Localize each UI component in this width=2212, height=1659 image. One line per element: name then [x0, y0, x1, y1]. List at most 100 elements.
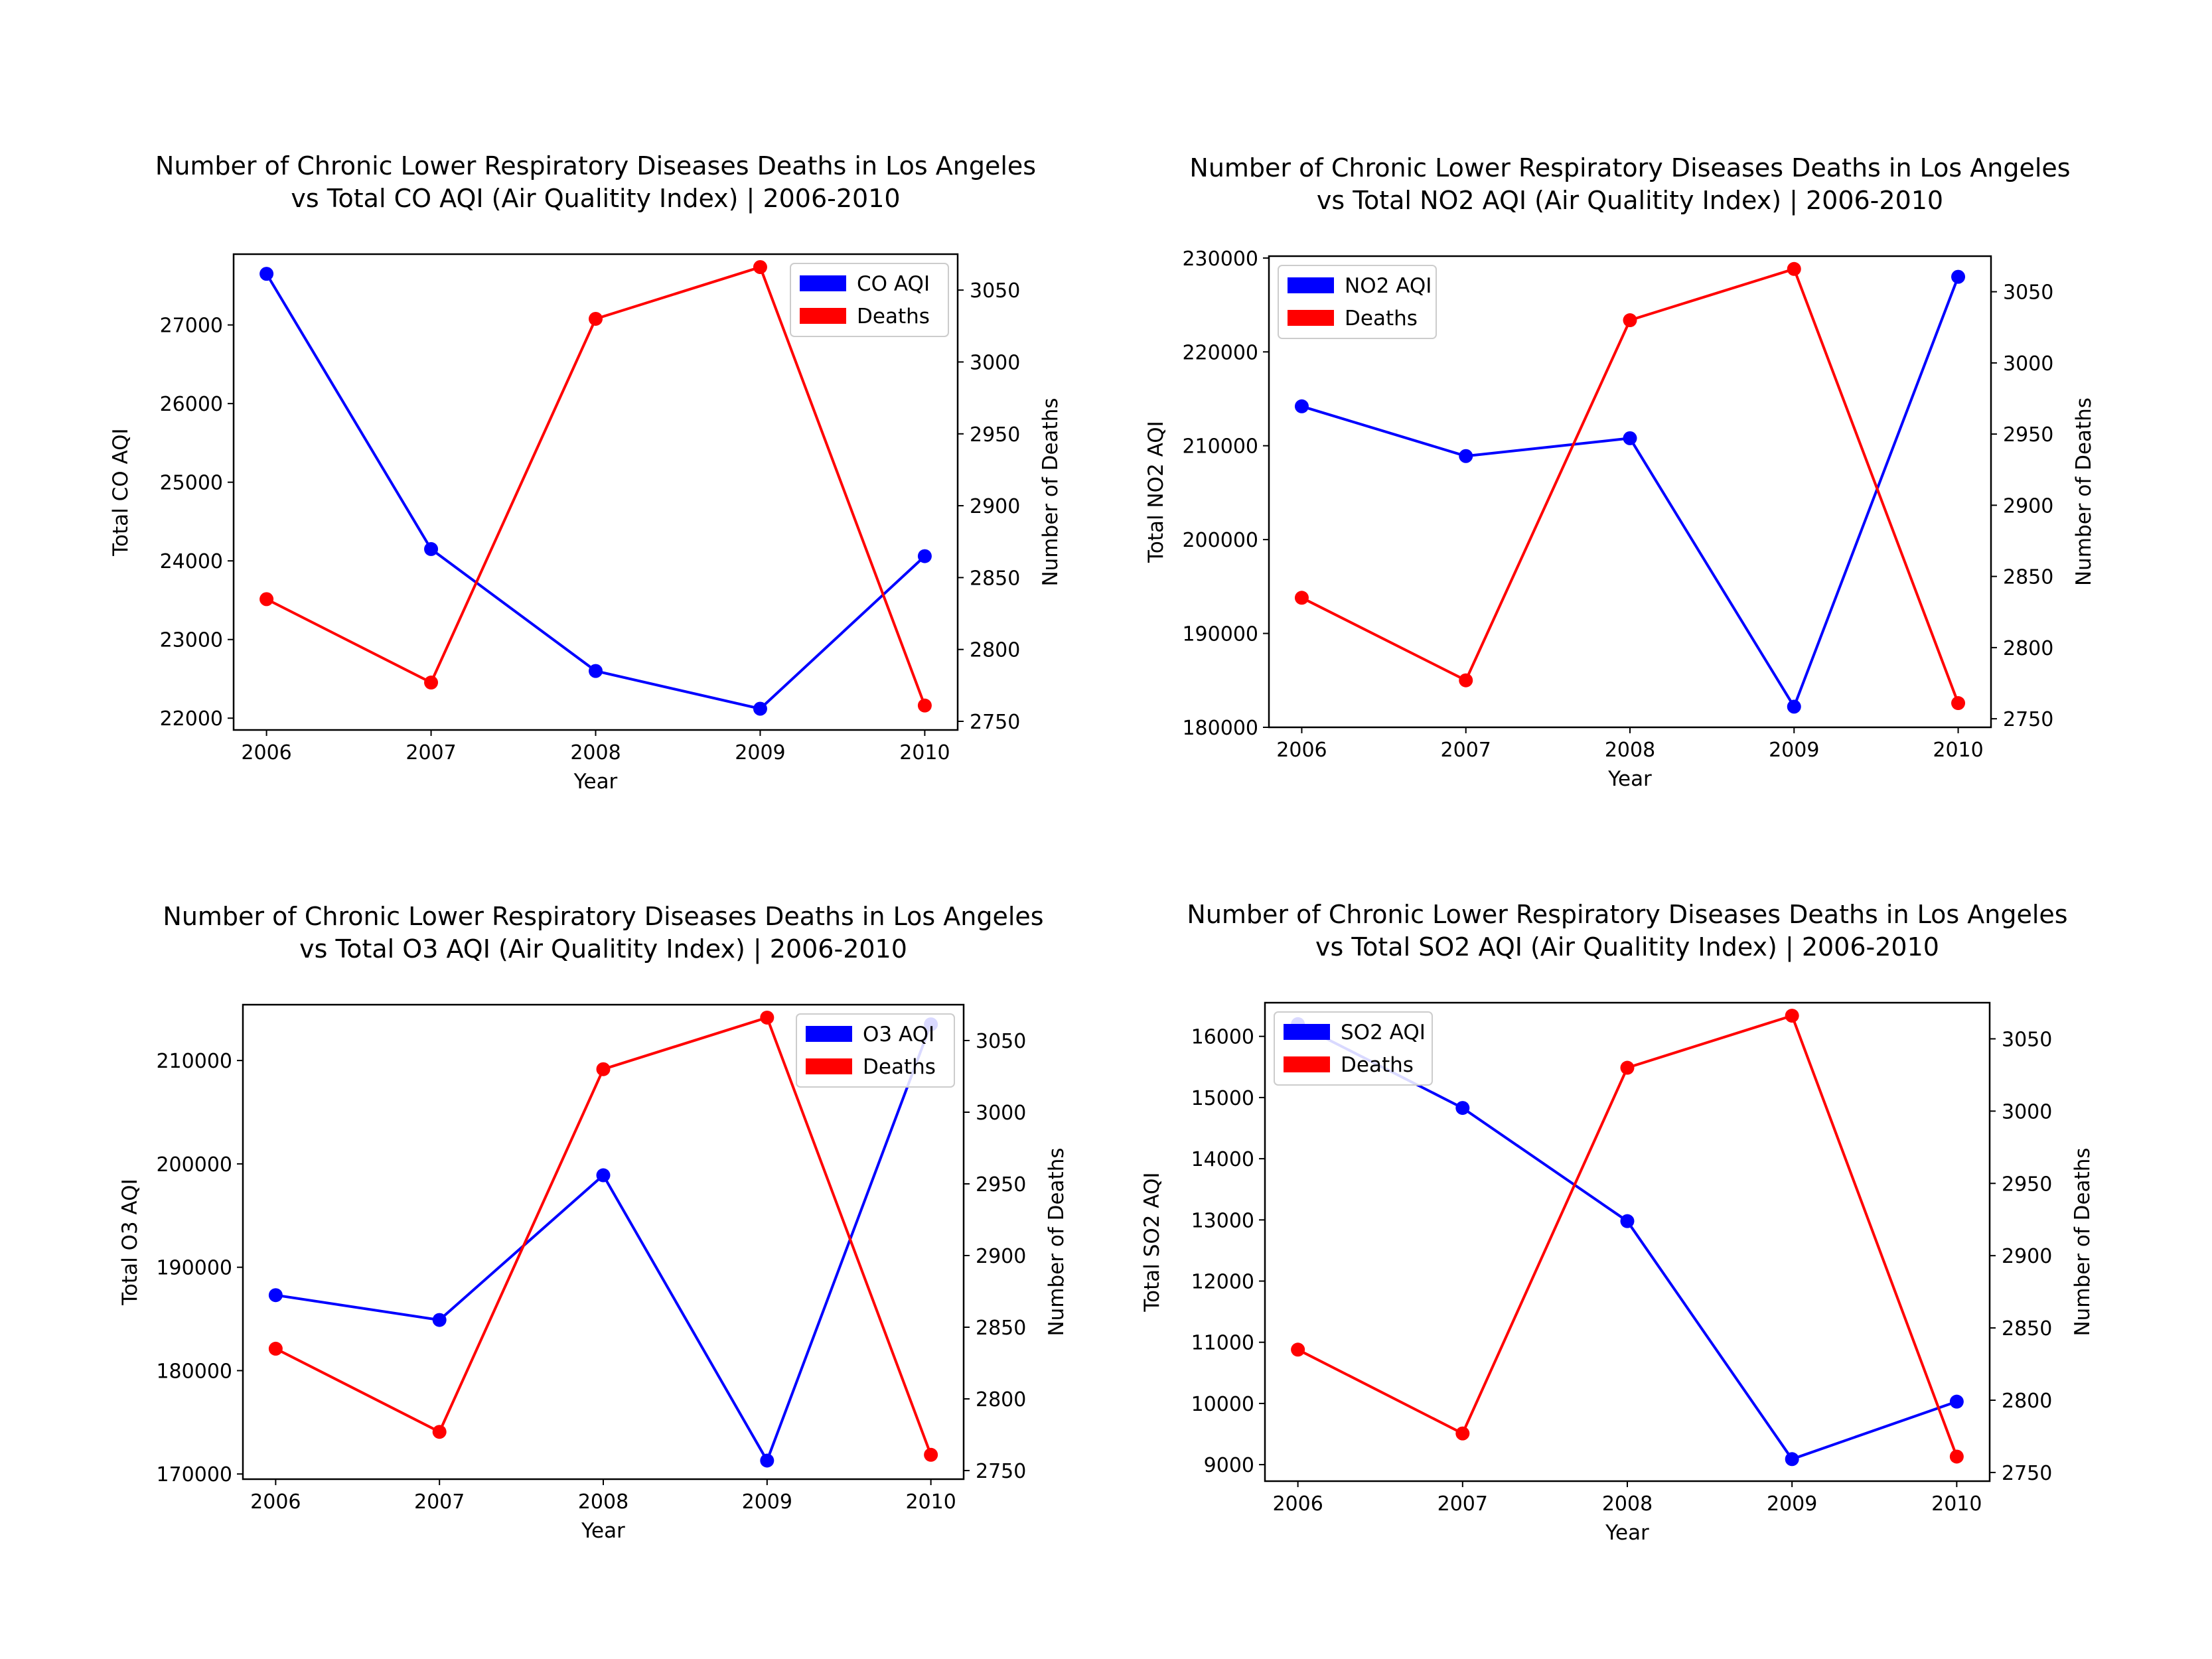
x-tick-label: 2009	[1767, 1492, 1817, 1516]
subplot-4: Number of Chronic Lower Respiratory Dise…	[1140, 900, 2095, 1545]
legend: O3 AQI Deaths	[796, 1013, 955, 1088]
legend-swatch	[1284, 1024, 1330, 1040]
legend-label: SO2 AQI	[1341, 1021, 1426, 1045]
y2-tick-label: 2950	[2002, 1173, 2052, 1196]
legend-label: Deaths	[863, 1055, 936, 1079]
data-point	[1787, 261, 1801, 276]
chart-title-line-1: Number of Chronic Lower Respiratory Dise…	[155, 151, 1036, 180]
y-tick-label: 170000	[156, 1463, 232, 1486]
y2-tick-label: 2750	[976, 1460, 1026, 1483]
x-tick-label: 2008	[1605, 739, 1655, 762]
subplot-3: Number of Chronic Lower Respiratory Dise…	[118, 902, 1069, 1543]
y2-tick-label: 2900	[2002, 1245, 2052, 1268]
y2-tick-label: 2850	[2003, 566, 2053, 589]
chart-title: Number of Chronic Lower Respiratory Dise…	[1189, 153, 2070, 216]
y2-tick-label: 2850	[970, 567, 1020, 590]
legend-label: O3 AQI	[863, 1023, 934, 1046]
x-tick-label: 2007	[414, 1490, 465, 1514]
x-tick-label: 2009	[742, 1490, 792, 1514]
x-tick-label: 2006	[241, 741, 291, 764]
x-tick-label: 2010	[1931, 1492, 1982, 1516]
chart-title: Number of Chronic Lower Respiratory Dise…	[163, 902, 1043, 964]
data-point	[1291, 1342, 1305, 1357]
y2-tick-label: 3050	[2003, 281, 2053, 305]
legend-swatch	[1288, 310, 1334, 326]
legend-label: Deaths	[1345, 307, 1418, 330]
x-tick-label: 2008	[570, 741, 621, 764]
chart-title-line-2: vs Total O3 AQI (Air Qualitity Index) | …	[299, 934, 907, 964]
y-tick-label: 24000	[160, 550, 223, 573]
chart-title-line-2: vs Total SO2 AQI (Air Qualitity Index) |…	[1315, 932, 1939, 962]
x-tick-label: 2007	[1441, 739, 1491, 762]
legend-swatch	[806, 1026, 852, 1042]
data-point	[424, 676, 439, 690]
subplot-2: Number of Chronic Lower Respiratory Dise…	[1144, 153, 2096, 791]
y-tick-label: 200000	[1182, 529, 1258, 552]
y-tick-label: 23000	[160, 629, 223, 652]
y2-tick-label: 2950	[2003, 423, 2053, 447]
x-tick-label: 2006	[1272, 1492, 1323, 1516]
data-point	[1623, 313, 1637, 328]
y-tick-label: 13000	[1191, 1209, 1254, 1232]
data-point	[259, 592, 274, 607]
series-line-1	[265, 273, 926, 710]
data-point	[1949, 1449, 1964, 1464]
x-tick-label: 2010	[899, 741, 950, 764]
y2-tick-label: 2950	[970, 423, 1020, 447]
y2-tick-label: 3000	[976, 1102, 1026, 1125]
data-point	[1785, 1452, 1799, 1467]
x-axis-label: Year	[581, 1519, 625, 1543]
legend-swatch	[806, 1058, 852, 1074]
data-point	[596, 1168, 611, 1183]
y2-axis-label: Number of Deaths	[1045, 1147, 1069, 1336]
y-axis-label: Total NO2 AQI	[1144, 421, 1168, 563]
chart-title-line-1: Number of Chronic Lower Respiratory Dise…	[1189, 153, 2070, 182]
legend-swatch	[800, 275, 846, 291]
legend: NO2 AQI Deaths	[1278, 265, 1437, 339]
data-point	[924, 1447, 938, 1462]
y2-tick-label: 2800	[2002, 1390, 2052, 1413]
data-point	[259, 267, 274, 281]
x-tick-label: 2007	[406, 741, 456, 764]
y-tick-label: 9000	[1204, 1454, 1254, 1477]
chart-title-line-1: Number of Chronic Lower Respiratory Dise…	[1187, 900, 2067, 929]
y2-tick-label: 2950	[976, 1173, 1026, 1196]
data-point	[1951, 269, 1966, 284]
y2-tick-label: 3050	[970, 279, 1020, 303]
data-point	[1620, 1060, 1635, 1075]
y-tick-label: 16000	[1191, 1026, 1254, 1049]
y-tick-label: 230000	[1182, 248, 1258, 271]
data-point	[760, 1010, 774, 1025]
legend-label: Deaths	[857, 305, 930, 328]
y-tick-label: 27000	[160, 315, 223, 338]
data-point	[917, 698, 932, 713]
data-point	[1294, 399, 1309, 413]
data-point	[432, 1313, 447, 1327]
data-point	[424, 541, 439, 556]
y-axis-label: Total O3 AQI	[118, 1179, 142, 1305]
data-point	[1459, 673, 1473, 687]
y-tick-label: 210000	[1182, 435, 1258, 459]
data-point	[596, 1062, 611, 1076]
y2-tick-label: 3000	[2003, 352, 2053, 376]
y-tick-label: 15000	[1191, 1087, 1254, 1110]
x-axis-label: Year	[573, 770, 618, 794]
x-tick-label: 2008	[1602, 1492, 1653, 1516]
data-point	[268, 1288, 283, 1303]
legend-swatch	[1284, 1056, 1330, 1072]
data-point	[1455, 1426, 1470, 1441]
y-axis-label: Total CO AQI	[109, 428, 133, 556]
y2-tick-label: 2800	[976, 1388, 1026, 1411]
y-tick-label: 200000	[156, 1153, 232, 1177]
y-tick-label: 190000	[1182, 623, 1258, 646]
data-point	[1620, 1214, 1635, 1228]
data-point	[1459, 449, 1473, 463]
data-point	[917, 549, 932, 563]
data-point	[1294, 591, 1309, 605]
y2-axis-label: Number of Deaths	[2071, 1147, 2095, 1336]
y2-tick-label: 2750	[970, 711, 1020, 734]
y-tick-label: 12000	[1191, 1271, 1254, 1294]
chart-title-line-2: vs Total NO2 AQI (Air Qualitity Index) |…	[1317, 186, 1943, 216]
y2-tick-label: 3050	[2002, 1028, 2052, 1051]
